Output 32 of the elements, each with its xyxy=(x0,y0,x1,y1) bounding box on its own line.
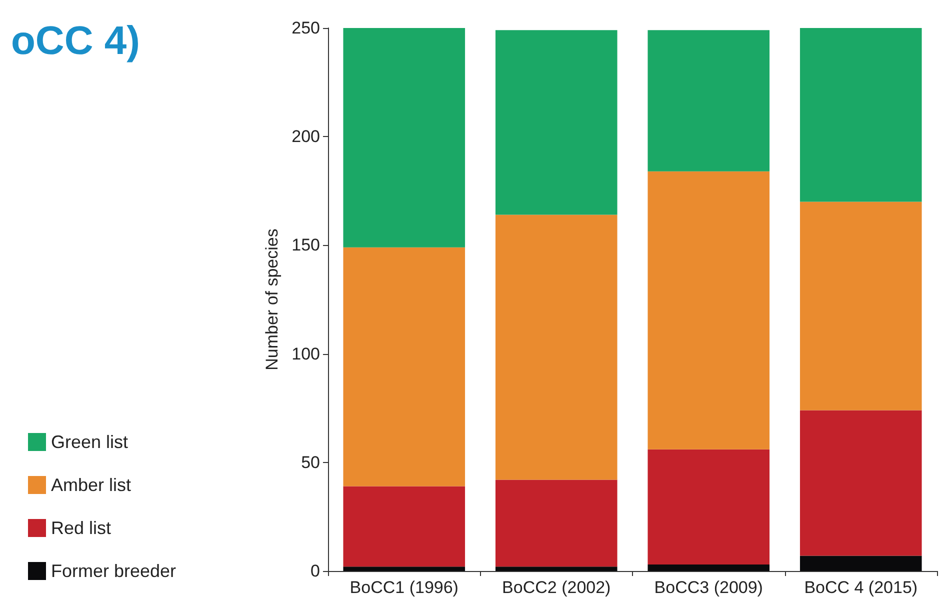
bar xyxy=(495,214,618,480)
bar xyxy=(800,556,922,571)
bar xyxy=(648,171,770,450)
x-tick-label: BoCC1 (1996) xyxy=(350,578,458,597)
chart-title: oCC 4) xyxy=(11,19,140,63)
x-tick-label: BoCC 4 (2015) xyxy=(804,578,918,597)
bar xyxy=(800,410,922,556)
bar xyxy=(495,566,618,571)
x-tick-label: BoCC3 (2009) xyxy=(654,578,763,597)
bar xyxy=(343,28,466,248)
y-tick-label: 200 xyxy=(292,127,320,146)
bar xyxy=(343,566,466,571)
bar xyxy=(648,449,770,564)
bar xyxy=(343,486,466,567)
bar xyxy=(648,30,770,172)
bar xyxy=(800,202,922,410)
bar xyxy=(495,30,618,215)
legend-label: Red list xyxy=(51,518,112,538)
y-axis-title: Number of species xyxy=(262,228,282,370)
y-tick-label: 50 xyxy=(301,452,320,472)
bar xyxy=(495,480,618,567)
y-tick-label: 100 xyxy=(292,344,320,364)
bar xyxy=(800,28,922,202)
y-tick-label: 250 xyxy=(292,18,320,38)
bar xyxy=(343,247,466,486)
legend-label: Former breeder xyxy=(51,561,176,581)
y-tick-label: 0 xyxy=(310,562,320,580)
y-tick-label: 150 xyxy=(292,236,320,255)
legend-label: Green list xyxy=(51,432,128,452)
bar xyxy=(648,564,770,571)
x-tick-label: BoCC2 (2002) xyxy=(502,578,611,597)
legend-label: Amber list xyxy=(51,475,132,495)
